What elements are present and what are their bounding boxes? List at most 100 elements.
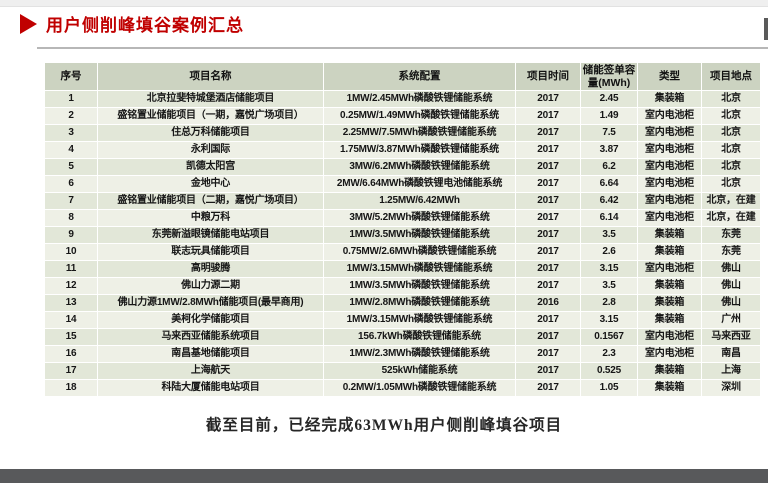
table-cell: 3.15 bbox=[580, 311, 638, 329]
table-cell: 上海航天 bbox=[97, 362, 324, 380]
title-triangle-icon bbox=[20, 14, 37, 34]
table-cell: 3.87 bbox=[580, 141, 638, 159]
table-row: 11 高明骏腾 1MW/3.15MWh磷酸铁锂储能系统 2017 3.15 室内电池柜 佛山 bbox=[44, 260, 761, 278]
table-cell: 3MW/6.2MWh磷酸铁锂储能系统 bbox=[323, 158, 516, 176]
table-cell: 2.8 bbox=[580, 294, 638, 312]
table-cell: 集装箱 bbox=[637, 362, 702, 380]
table-cell: 凯德太阳宫 bbox=[97, 158, 324, 176]
table-cell: 集装箱 bbox=[637, 277, 702, 295]
title-underline bbox=[37, 47, 768, 49]
table-cell: 0.525 bbox=[580, 362, 638, 380]
table-cell: 3.5 bbox=[580, 226, 638, 244]
table-cell: 12 bbox=[44, 277, 98, 295]
table-cell: 集装箱 bbox=[637, 311, 702, 329]
table-cell: 10 bbox=[44, 243, 98, 261]
table-cell: 2017 bbox=[515, 192, 581, 210]
table-cell: 1MW/3.5MWh磷酸铁锂储能系统 bbox=[323, 277, 516, 295]
table-cell: 北京 bbox=[701, 158, 761, 176]
table-cell: 1MW/2.3MWh磷酸铁锂储能系统 bbox=[323, 345, 516, 363]
table-cell: 3.5 bbox=[580, 277, 638, 295]
table-cell: 2017 bbox=[515, 107, 581, 125]
table-row: 7 盛铭置业储能项目（二期，嘉悦广场项目） 1.25MW/6.42MWh 2017 6.… bbox=[44, 192, 761, 210]
table-cell: 2.45 bbox=[580, 90, 638, 108]
table-cell: 深圳 bbox=[701, 379, 761, 397]
column-header: 项目名称 bbox=[97, 62, 324, 91]
table-cell: 0.25MW/1.49MWh磷酸铁锂储能系统 bbox=[323, 107, 516, 125]
table-cell: 1MW/3.5MWh磷酸铁锂储能系统 bbox=[323, 226, 516, 244]
table-cell: 17 bbox=[44, 362, 98, 380]
table-row: 6 金地中心 2MW/6.64MWh磷酸铁锂电池储能系统 2017 6.64 室内电池柜北… bbox=[44, 175, 761, 193]
cases-table: 序号 项目名称 系统配置 项目时间 储能签单容量(MWh) 类型 项目地点 1 北京拉斐特城堡… bbox=[44, 62, 761, 397]
table-cell: 6.2 bbox=[580, 158, 638, 176]
table-row: 2 盛铭置业储能项目（一期，嘉悦广场项目） 0.25MW/1.49MWh磷酸铁锂储能… bbox=[44, 107, 761, 125]
table-cell: 集装箱 bbox=[637, 379, 702, 397]
table-cell: 科陆大厦储能电站项目 bbox=[97, 379, 324, 397]
table-cell: 北京 bbox=[701, 124, 761, 142]
table-cell: 2017 bbox=[515, 362, 581, 380]
table-cell: 0.2MW/1.05MWh磷酸铁锂储能系统 bbox=[323, 379, 516, 397]
table-cell: 北京 bbox=[701, 107, 761, 125]
table-cell: 1MW/2.45MWh磷酸铁锂储能系统 bbox=[323, 90, 516, 108]
table-cell: 2.25MW/7.5MWh磷酸铁锂储能系统 bbox=[323, 124, 516, 142]
table-cell: 0.1567 bbox=[580, 328, 638, 346]
table-cell: 2017 bbox=[515, 345, 581, 363]
table-cell: 2016 bbox=[515, 294, 581, 312]
table-cell: 集装箱 bbox=[637, 243, 702, 261]
table-cell: 室内电池柜 bbox=[637, 209, 702, 227]
table-cell: 集装箱 bbox=[637, 90, 702, 108]
table-cell: 2017 bbox=[515, 90, 581, 108]
table-row: 8 中粮万科 3MW/5.2MWh磷酸铁锂储能系统 2017 6.14 室内电池柜 北京，在… bbox=[44, 209, 761, 227]
table-cell: 2017 bbox=[515, 379, 581, 397]
table-cell: 住总万科储能项目 bbox=[97, 124, 324, 142]
title-row: 用户侧削峰填谷案例汇总 bbox=[0, 9, 768, 41]
table-cell: 14 bbox=[44, 311, 98, 329]
column-header: 系统配置 bbox=[323, 62, 516, 91]
table-cell: 6.42 bbox=[580, 192, 638, 210]
table-cell: 2017 bbox=[515, 175, 581, 193]
table-cell: 集装箱 bbox=[637, 226, 702, 244]
table-cell: 北京 bbox=[701, 141, 761, 159]
table-cell: 2017 bbox=[515, 124, 581, 142]
table-body: 1 北京拉斐特城堡酒店储能项目 1MW/2.45MWh磷酸铁锂储能系统 2017 2.4… bbox=[44, 90, 761, 397]
table-cell: 佛山 bbox=[701, 260, 761, 278]
table-cell: 1.05 bbox=[580, 379, 638, 397]
table-cell: 佛山 bbox=[701, 294, 761, 312]
table-cell: 联志玩具储能项目 bbox=[97, 243, 324, 261]
table-cell: 2017 bbox=[515, 209, 581, 227]
table-cell: 6.64 bbox=[580, 175, 638, 193]
page-title: 用户侧削峰填谷案例汇总 bbox=[46, 16, 244, 35]
table-cell: 11 bbox=[44, 260, 98, 278]
table-cell: 1.49 bbox=[580, 107, 638, 125]
table-cell: 525kWh储能系统 bbox=[323, 362, 516, 380]
top-border-strip bbox=[0, 0, 768, 7]
table-cell: 佛山 bbox=[701, 277, 761, 295]
table-cell: 3.15 bbox=[580, 260, 638, 278]
column-header: 项目地点 bbox=[701, 62, 761, 91]
table-row: 17 上海航天 525kWh储能系统 2017 0.525 集装箱 上海 bbox=[44, 362, 761, 380]
table-cell: 2017 bbox=[515, 328, 581, 346]
table-cell: 上海 bbox=[701, 362, 761, 380]
table-cell: 室内电池柜 bbox=[637, 345, 702, 363]
table-cell: 13 bbox=[44, 294, 98, 312]
summary-caption: 截至目前，已经完成63MWh用户侧削峰填谷项目 bbox=[205, 417, 563, 434]
table-cell: 2017 bbox=[515, 243, 581, 261]
column-header: 序号 bbox=[44, 62, 98, 91]
table-cell: 室内电池柜 bbox=[637, 141, 702, 159]
table-cell: 集装箱 bbox=[637, 294, 702, 312]
table-cell: 东莞 bbox=[701, 226, 761, 244]
table-cell: 9 bbox=[44, 226, 98, 244]
table-cell: 15 bbox=[44, 328, 98, 346]
table-cell: 南昌基地储能项目 bbox=[97, 345, 324, 363]
table-cell: 2017 bbox=[515, 158, 581, 176]
table-cell: 室内电池柜 bbox=[637, 175, 702, 193]
column-header: 类型 bbox=[637, 62, 702, 91]
table-row: 4 永利国际 1.75MW/3.87MWh磷酸铁锂储能系统 2017 3.87 室内电池柜… bbox=[44, 141, 761, 159]
table-cell: 盛铭置业储能项目（一期，嘉悦广场项目） bbox=[97, 107, 324, 125]
table-cell: 6 bbox=[44, 175, 98, 193]
table-cell: 7.5 bbox=[580, 124, 638, 142]
table-cell: 马来西亚 bbox=[701, 328, 761, 346]
table-cell: 美柯化学储能项目 bbox=[97, 311, 324, 329]
table-cell: 1MW/3.15MWh磷酸铁锂储能系统 bbox=[323, 260, 516, 278]
bottom-bar bbox=[0, 469, 768, 483]
table-cell: 2017 bbox=[515, 141, 581, 159]
